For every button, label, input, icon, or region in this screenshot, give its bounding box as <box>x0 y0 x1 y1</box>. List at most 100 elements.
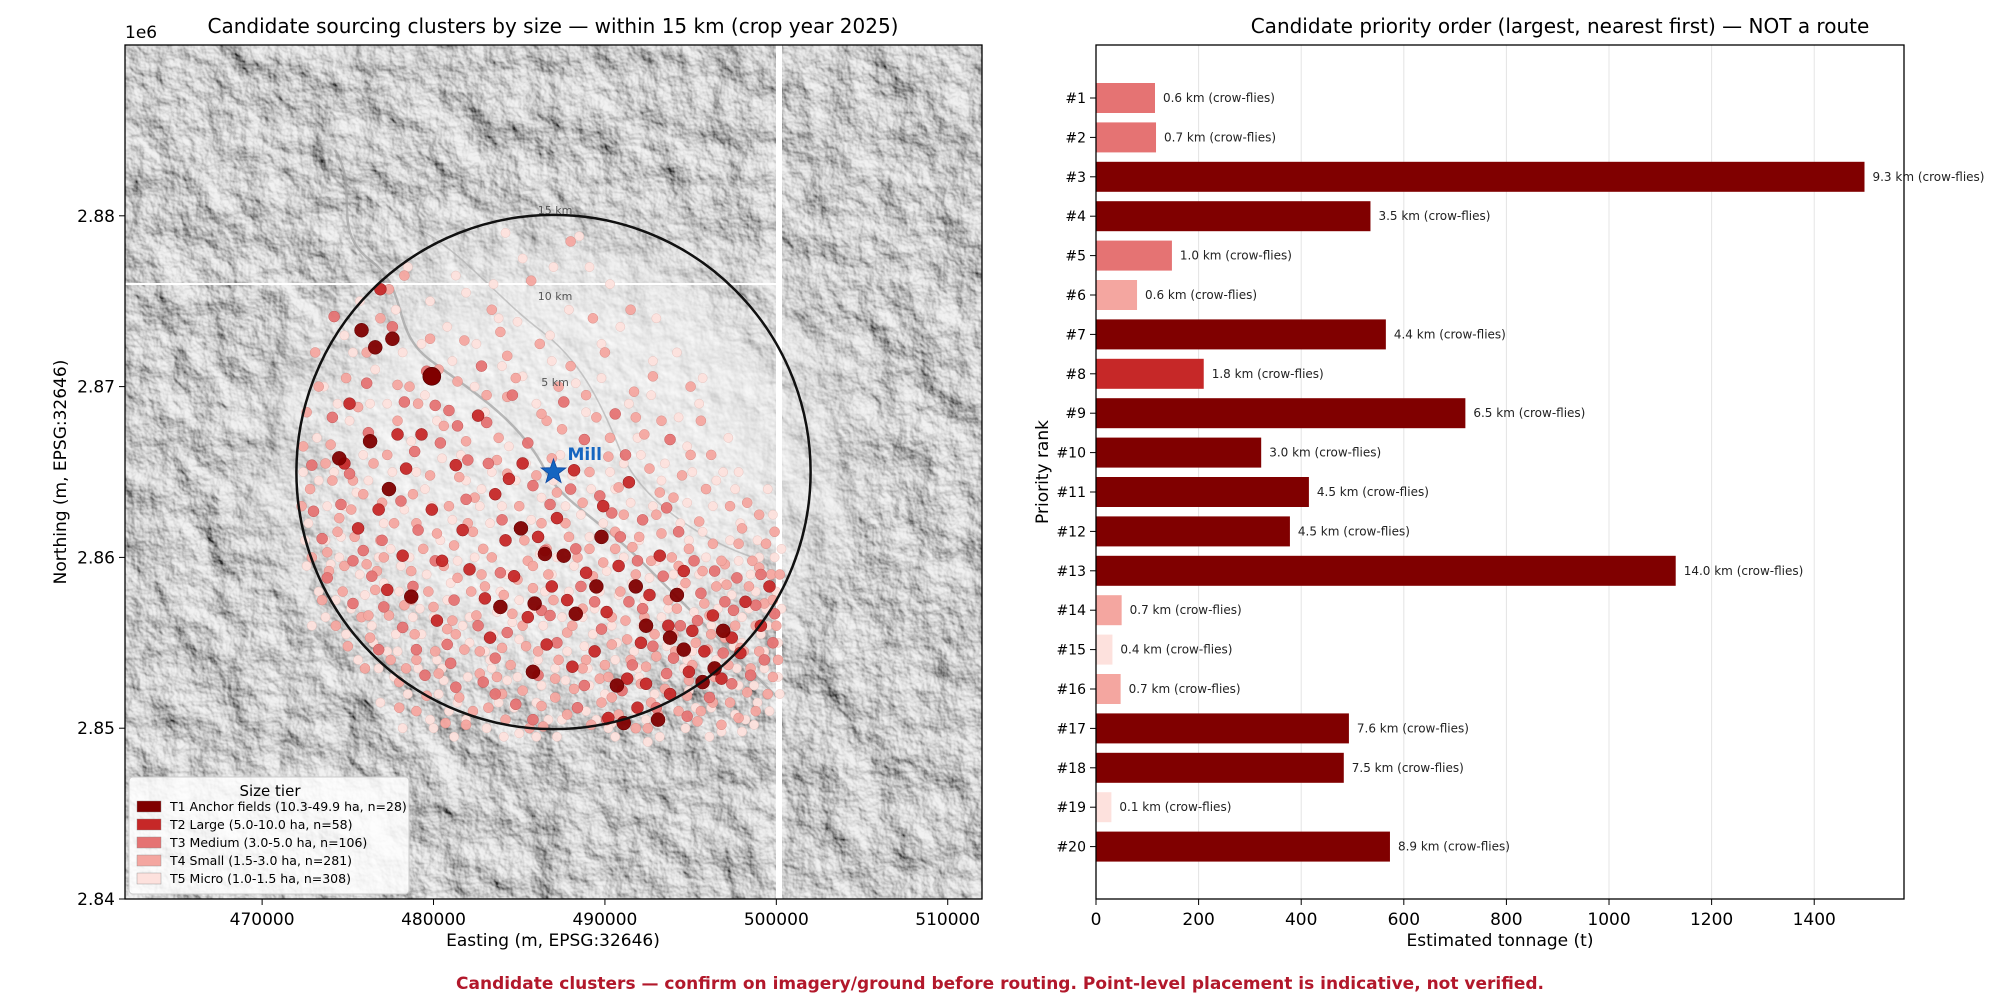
cluster-point-t5 <box>358 450 369 460</box>
bar-distance-label: 14.0 km (crow-flies) <box>1684 564 1804 578</box>
map-title: Candidate sourcing clusters by size — wi… <box>208 14 899 38</box>
cluster-point-t3 <box>450 681 462 693</box>
cluster-point-t3 <box>681 710 693 722</box>
cluster-point-t4 <box>618 509 630 520</box>
bar-x-tick-label: 0 <box>1091 910 1102 930</box>
cluster-point-t4 <box>443 500 455 512</box>
cluster-point-t4 <box>671 603 683 614</box>
cluster-point-t5 <box>385 544 396 554</box>
bar-rank-label: #13 <box>1056 564 1086 580</box>
cluster-point-t4 <box>361 558 372 570</box>
cluster-point-t5 <box>725 535 735 546</box>
cluster-point-t5 <box>428 723 439 734</box>
cluster-point-t4 <box>630 722 642 734</box>
legend-label-t3: T3 Medium (3.0-5.0 ha, n=106) <box>169 835 367 850</box>
cluster-point-t5 <box>313 586 324 597</box>
cluster-point-t3 <box>544 498 556 511</box>
cluster-point-t5 <box>752 697 763 708</box>
cluster-point-t4 <box>596 697 607 708</box>
cluster-point-t4 <box>459 335 470 346</box>
map-plot-area: 15 km 10 km 5 km Mill <box>125 45 982 899</box>
cluster-point-t5 <box>301 561 312 571</box>
cluster-point-t4 <box>736 523 748 534</box>
cluster-point-t4 <box>613 482 624 493</box>
cluster-point-t4 <box>606 639 618 650</box>
cluster-point-t5 <box>397 347 408 358</box>
cluster-point-t5 <box>656 475 667 486</box>
cluster-point-t2 <box>396 549 409 562</box>
cluster-point-t5 <box>457 620 468 631</box>
cluster-point-t4 <box>325 439 336 450</box>
cluster-point-t4 <box>711 581 722 592</box>
bar-rank-label: #17 <box>1056 721 1086 737</box>
bar-distance-label: 0.4 km (crow-flies) <box>1120 643 1232 657</box>
bar-rank-label: #6 <box>1065 288 1086 304</box>
cluster-point-t1 <box>332 451 347 466</box>
cluster-point-t4 <box>654 487 666 498</box>
cluster-point-t1 <box>385 331 400 347</box>
cluster-point-t4 <box>627 541 638 553</box>
legend-label-t5: T5 Micro (1.0-1.5 ha, n=308) <box>169 871 351 886</box>
cluster-point-t3 <box>731 572 743 584</box>
cluster-point-t3 <box>571 701 584 714</box>
cluster-point-t3 <box>626 659 639 671</box>
priority-bar <box>1096 319 1386 350</box>
cluster-point-t4 <box>357 488 369 500</box>
cluster-point-t4 <box>438 420 450 432</box>
cluster-point-t2 <box>425 503 439 516</box>
cluster-point-t5 <box>687 467 698 477</box>
cluster-point-t4 <box>685 381 696 392</box>
cluster-point-t4 <box>651 651 662 662</box>
cluster-point-t2 <box>596 499 610 513</box>
cluster-point-t5 <box>365 398 375 409</box>
map-y-tick-label: 2.86 <box>77 548 115 568</box>
cluster-point-t5 <box>382 398 393 409</box>
legend-swatch-t4 <box>136 854 162 867</box>
cluster-point-t4 <box>553 654 564 666</box>
cluster-point-t4 <box>364 632 376 643</box>
cluster-point-t5 <box>445 578 456 588</box>
cluster-point-t4 <box>493 432 504 444</box>
cluster-point-t5 <box>649 689 660 699</box>
cluster-point-t3 <box>494 567 507 579</box>
cluster-point-t2 <box>653 549 667 562</box>
cluster-point-t4 <box>423 586 434 597</box>
cluster-point-t4 <box>459 644 470 655</box>
cluster-point-t5 <box>512 672 523 682</box>
cluster-point-t3 <box>660 502 673 514</box>
cluster-point-t3 <box>558 396 570 408</box>
bar-rank-label: #1 <box>1065 91 1086 107</box>
cluster-point-t3 <box>767 637 779 649</box>
cluster-point-t5 <box>373 663 384 674</box>
cluster-point-t3 <box>570 543 582 555</box>
map-y-offset-label: 1e6 <box>125 23 157 43</box>
cluster-point-t3 <box>496 514 508 526</box>
cluster-point-t2 <box>516 457 529 470</box>
bar-distance-label: 8.9 km (crow-flies) <box>1398 840 1510 854</box>
cluster-point-t4 <box>633 531 645 543</box>
cluster-point-t4 <box>705 449 717 461</box>
priority-bar <box>1096 398 1466 429</box>
cluster-point-t4 <box>388 517 400 529</box>
cluster-point-t1 <box>537 546 553 562</box>
bar-distance-label: 4.5 km (crow-flies) <box>1317 485 1429 499</box>
cluster-point-t5 <box>610 731 621 742</box>
mill-star-marker <box>539 457 568 484</box>
map-x-tick-label: 510000 <box>915 910 980 930</box>
cluster-point-t2 <box>662 619 675 632</box>
cluster-point-t5 <box>586 484 597 494</box>
cluster-point-t4 <box>310 347 321 358</box>
priority-bar <box>1096 201 1371 232</box>
cluster-point-t3 <box>708 565 721 577</box>
legend-swatch-t1 <box>136 800 162 813</box>
cluster-point-t5 <box>546 356 557 366</box>
cluster-point-t3 <box>750 599 762 611</box>
cluster-point-t4 <box>304 483 316 495</box>
cluster-point-t4 <box>517 685 528 696</box>
legend-swatch-t3 <box>136 836 162 849</box>
cluster-point-t4 <box>774 569 785 580</box>
bar-distance-label: 6.5 km (crow-flies) <box>1473 406 1585 420</box>
bar-rank-label: #3 <box>1065 170 1086 186</box>
cluster-point-t4 <box>762 688 773 700</box>
cluster-point-t4 <box>507 608 518 620</box>
